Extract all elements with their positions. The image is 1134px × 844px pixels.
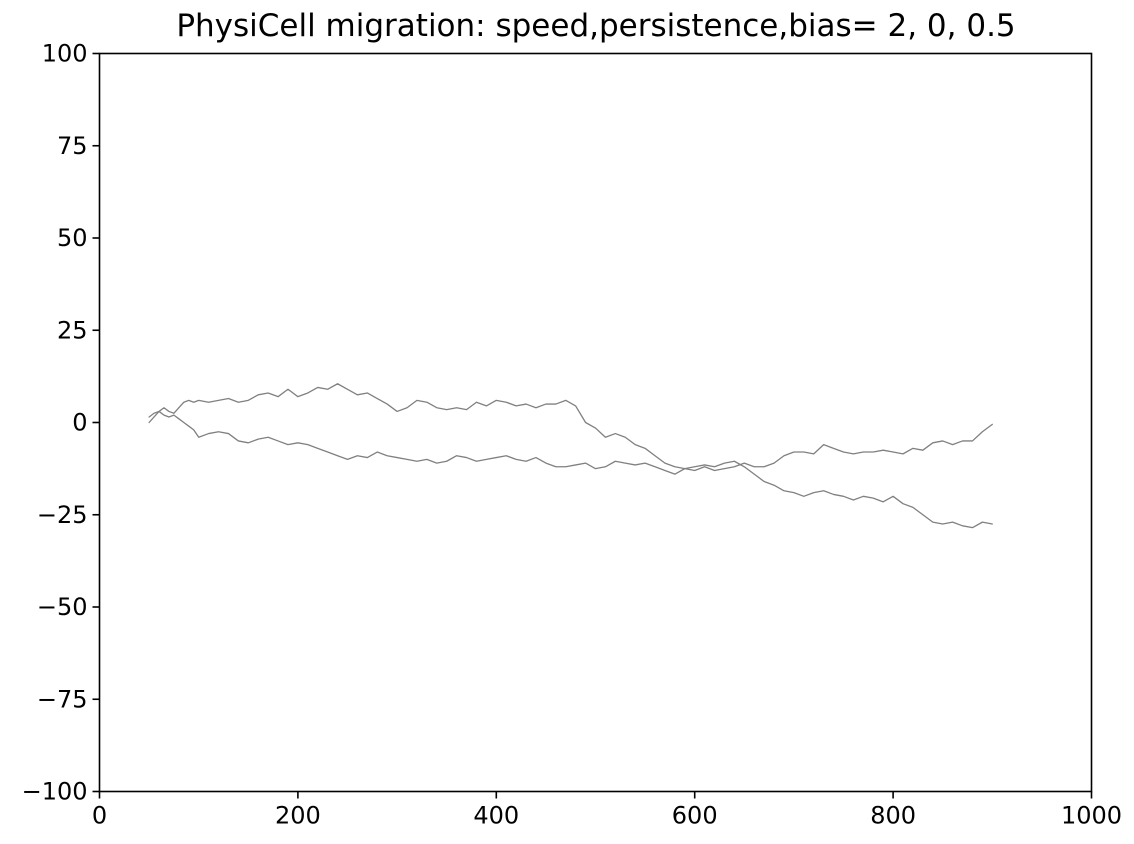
cell-track-line-2 [148,410,993,529]
y-tick-label: −25 [37,501,88,529]
track-lines [148,383,993,529]
x-tick-label: 800 [870,802,916,830]
y-tick-label: −100 [22,778,88,806]
plot-frame [98,52,1093,793]
x-tick-label: 600 [672,802,718,830]
y-tick-label: 25 [57,316,88,344]
y-tick-label: −75 [37,685,88,713]
y-tick-label: 100 [42,40,88,68]
axes: 0 200 400 600 800 1000 100 75 50 25 0 −25 −50 −75 −100 [22,40,1122,830]
x-tick-label: 200 [275,802,321,830]
x-tick-label: 0 [92,802,107,830]
chart-title: PhysiCell migration: speed,persistence,b… [176,8,1015,44]
y-tick-label: 50 [57,224,88,252]
cell-track-line-1 [148,383,993,472]
x-tick-label: 1000 [1061,802,1122,830]
y-tick-label: 75 [57,132,88,160]
y-tick-label: 0 [72,409,87,437]
x-tick-label: 400 [473,802,519,830]
y-tick-label: −50 [37,593,88,621]
